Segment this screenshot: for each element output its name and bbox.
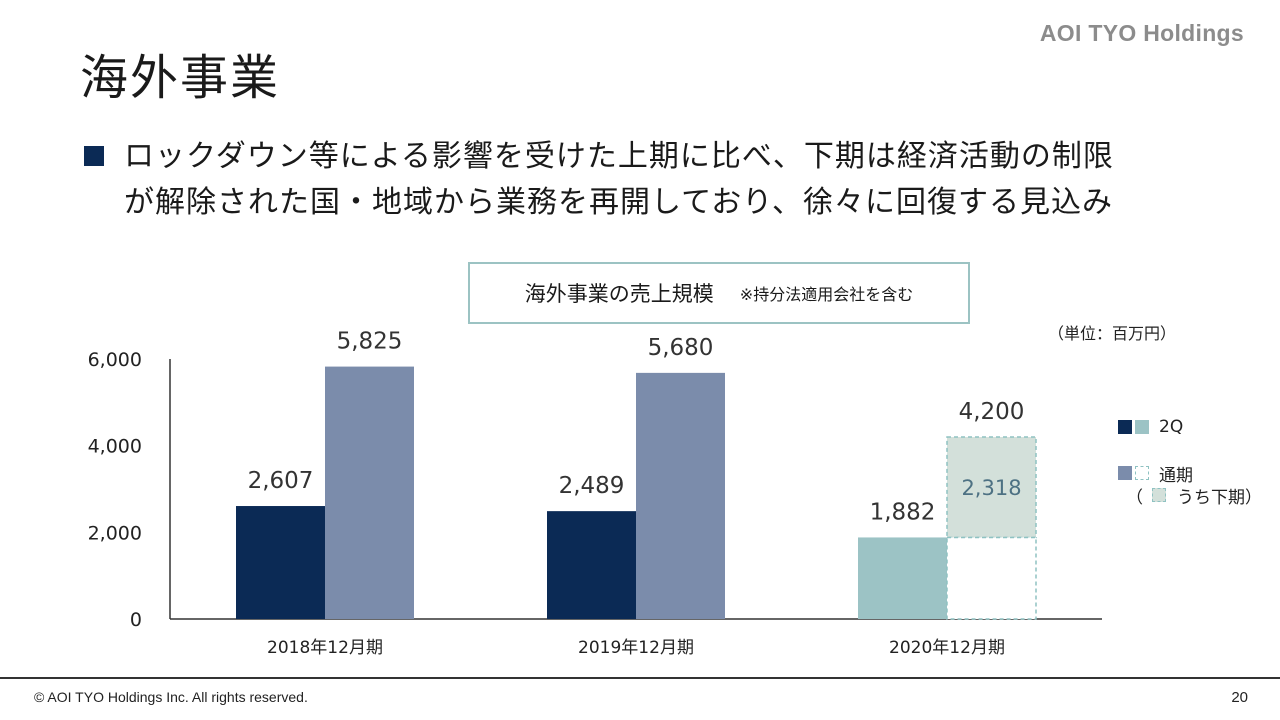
chart-title-box: 海外事業の売上規模 ※持分法適用会社を含む: [468, 262, 970, 324]
bar-second-half: [946, 436, 1037, 539]
chart-note: ※持分法適用会社を含む: [739, 285, 914, 304]
legend-swatch-full-past: [1118, 466, 1132, 480]
bar-full-year: [636, 372, 725, 619]
data-label-second-half: 2,318: [961, 476, 1021, 500]
data-label-full-year: 5,680: [648, 335, 714, 361]
legend-swatch-2q-2020: [1135, 420, 1149, 434]
page-title: 海外事業: [80, 50, 281, 106]
legend-label-second-half: （ うち下期）: [1126, 487, 1262, 508]
chart-title: 海外事業の売上規模: [524, 282, 714, 306]
legend-label-2q: 2Q: [1159, 417, 1184, 437]
company-logo: AOI TYO Holdings: [1039, 20, 1244, 46]
bar-full-year: [325, 366, 414, 619]
data-label-full-year: 4,200: [959, 399, 1025, 425]
legend-swatch-2q-past: [1118, 420, 1132, 434]
bar-full-year-outline: [946, 536, 1037, 620]
copyright-text: © AOI TYO Holdings Inc. All rights reser…: [34, 689, 308, 705]
legend-swatch-second-half: [1152, 488, 1166, 502]
legend-item-second-half: （ うち下期）: [1126, 484, 1262, 508]
y-tick-label: 6,000: [88, 349, 142, 371]
page-number: 20: [1231, 689, 1248, 706]
legend-item-full-year: 通期: [1118, 462, 1262, 486]
legend-label-full-year: 通期: [1159, 465, 1193, 486]
data-label-2q: 1,882: [870, 499, 936, 525]
y-tick-label: 4,000: [88, 436, 142, 458]
bullet-square-icon: [84, 146, 104, 166]
bullet-line-1: ロックダウン等による影響を受けた上期に比べ、下期は経済活動の制限: [124, 139, 1114, 174]
bar-2q: [236, 506, 325, 619]
y-tick-label: 0: [130, 609, 142, 631]
data-label-full-year: 5,825: [337, 329, 403, 355]
bullet-point: ロックダウン等による影響を受けた上期に比べ、下期は経済活動の制限 が解除された国…: [84, 134, 1214, 226]
data-label-2q: 2,607: [248, 468, 314, 494]
footer-divider: [0, 677, 1280, 679]
data-label-2q: 2,489: [559, 473, 625, 499]
bullet-text: ロックダウン等による影響を受けた上期に比べ、下期は経済活動の制限 が解除された国…: [124, 134, 1114, 226]
x-category-label: 2018年12月期: [267, 638, 383, 658]
y-tick-label: 2,000: [88, 522, 142, 544]
x-category-label: 2020年12月期: [889, 638, 1005, 658]
unit-label: （単位：百万円）: [1047, 324, 1176, 343]
legend-swatch-full-2020: [1135, 466, 1149, 480]
chart-legend: 2Q 通期 （ うち下期）: [1118, 416, 1262, 508]
legend-item-2q: 2Q: [1118, 416, 1262, 438]
bullet-line-2: が解除された国・地域から業務を再開しており、徐々に回復する見込み: [124, 185, 1113, 220]
bar-2q: [858, 537, 947, 619]
bar-2q: [547, 511, 636, 619]
x-category-label: 2019年12月期: [578, 638, 694, 658]
